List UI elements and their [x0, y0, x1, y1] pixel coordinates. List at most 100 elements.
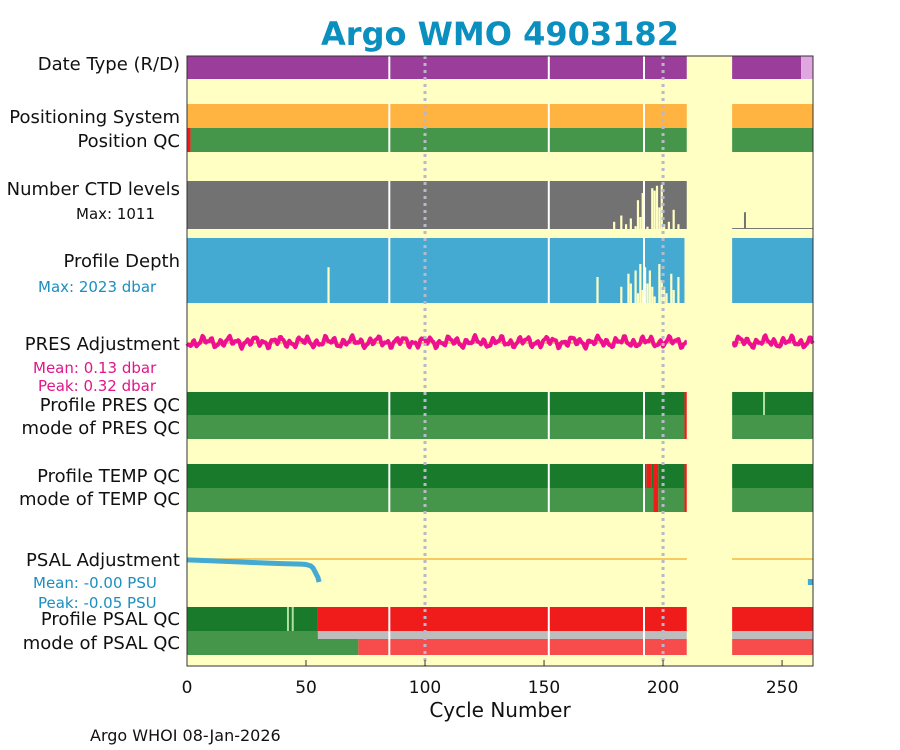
- ctd-levels-dropout: [677, 224, 680, 229]
- label-profile-depth: Profile Depth: [63, 251, 180, 272]
- profile-depth-dropout: [636, 293, 640, 303]
- x-tick-label: 50: [295, 678, 317, 698]
- psal-adjustment-after-gap: [807, 579, 813, 585]
- profile-pres-qc-mark: [763, 392, 766, 415]
- profile-temp-qc-segment: [732, 464, 813, 488]
- mode-psal-qc-segment: [187, 631, 318, 639]
- ctd-levels-dropout: [613, 221, 616, 229]
- ctd-levels-dropout: [667, 221, 671, 229]
- label-pres-mean: Mean: 0.13 dbar: [33, 359, 157, 377]
- data-gap: [686, 56, 733, 666]
- profile-depth-dropout: [629, 283, 632, 303]
- ctd-levels-dropout: [639, 217, 642, 229]
- profile-pres-qc-segment: [684, 392, 687, 415]
- profile-temp-qc-segment: [651, 464, 654, 488]
- x-axis-label: Cycle Number: [429, 698, 571, 722]
- profile-depth-dropout: [620, 286, 623, 303]
- profile-psal-qc-segment: [732, 607, 813, 631]
- mode-temp-qc-segment: [732, 488, 813, 512]
- profile-depth-dropout: [327, 267, 330, 303]
- x-tick-label: 250: [766, 678, 798, 698]
- label-mode-psal-qc: mode of PSAL QC: [23, 633, 180, 654]
- profile-depth-dropout: [648, 270, 651, 303]
- x-tick-label: 0: [182, 678, 193, 698]
- profile-psal-qc-mark: [286, 607, 289, 631]
- profile-temp-qc-segment: [646, 464, 652, 488]
- mode-pres-qc-segment: [732, 415, 813, 439]
- label-number-ctd-levels: Number CTD levels: [7, 179, 180, 200]
- mode-temp-qc-segment: [684, 488, 687, 512]
- mode-psal-qc-lower-segment: [187, 639, 359, 655]
- label-ctd-max: Max: 1011: [76, 205, 155, 223]
- plot-frame: [186, 55, 814, 667]
- label-psal-adjustment: PSAL Adjustment: [26, 550, 180, 571]
- ctd-levels-dropout: [620, 215, 623, 229]
- mode-temp-qc-segment: [653, 488, 659, 512]
- ctd-levels-dropout: [651, 188, 654, 229]
- profile-depth-dropout: [641, 290, 644, 303]
- psal-adjustment-trace: [186, 557, 322, 583]
- x-tick-label: 150: [528, 678, 560, 698]
- profile-temp-qc-segment: [684, 464, 687, 488]
- ctd-levels-spike: [743, 212, 746, 229]
- profile-depth-bar: [187, 238, 685, 303]
- ctd-levels-dropout: [634, 226, 637, 229]
- profile-depth-bar-after-gap: [732, 238, 813, 303]
- ctd-levels-track: [187, 181, 813, 229]
- profile-depth-dropout: [658, 264, 661, 303]
- position-qc-segment: [732, 128, 813, 152]
- profile-psal-qc-segment: [317, 607, 687, 631]
- positioning-system-segment: [732, 104, 813, 128]
- ctd-levels-dropout: [641, 193, 644, 229]
- profile-pres-qc-segment: [732, 392, 813, 415]
- label-positioning-system: Positioning System: [9, 107, 180, 128]
- label-date-type: Date Type (R/D): [38, 54, 180, 75]
- profile-depth-dropout: [627, 273, 630, 303]
- profile-depth-dropout: [644, 267, 647, 303]
- label-psal-peak: Peak: -0.05 PSU: [38, 594, 157, 612]
- x-axis: 0 50 100 150 200 250: [182, 660, 798, 698]
- label-mode-pres-qc: mode of PRES QC: [22, 418, 180, 439]
- profile-temp-qc-segment: [653, 464, 659, 488]
- ctd-levels-dropout: [646, 226, 649, 229]
- label-profile-psal-qc: Profile PSAL QC: [41, 609, 180, 630]
- ctd-levels-dropout: [624, 224, 628, 229]
- mode-temp-qc-segment: [187, 488, 654, 512]
- mode-pres-qc-segment: [187, 415, 685, 439]
- positioning-system-segment: [187, 104, 687, 128]
- ctd-levels-dropout: [629, 218, 632, 229]
- label-profile-pres-qc: Profile PRES QC: [40, 395, 180, 416]
- ctd-levels-dropout: [636, 200, 640, 229]
- profile-depth-dropout: [665, 293, 668, 303]
- footer-credit: Argo WHOI 08-Jan-2026: [90, 726, 281, 745]
- ctd-levels-dropout: [653, 190, 656, 229]
- data-gap-region: [686, 56, 733, 666]
- ctd-levels-dropout: [660, 184, 663, 229]
- chart-title: Argo WMO 4903182: [321, 15, 679, 53]
- mode-psal-qc-lower-segment: [358, 639, 687, 655]
- profile-depth-dropout: [639, 264, 642, 303]
- ctd-levels-dropout: [672, 209, 675, 229]
- profile-depth-dropout: [670, 273, 673, 303]
- label-mode-temp-qc: mode of TEMP QC: [19, 489, 180, 510]
- mode-pres-qc-segment: [684, 415, 687, 439]
- date-type-segment: [732, 56, 802, 79]
- profile-depth-track: [187, 238, 813, 303]
- position-qc-segment: [187, 128, 191, 152]
- ctd-levels-bar-after-gap: [732, 228, 813, 229]
- label-pres-adjustment: PRES Adjustment: [25, 334, 180, 355]
- profile-depth-dropout: [651, 286, 654, 303]
- profile-depth-dropout: [596, 277, 599, 303]
- label-psal-mean: Mean: -0.00 PSU: [33, 574, 157, 592]
- adjustment-traces: [185, 333, 815, 585]
- label-position-qc: Position QC: [77, 131, 180, 152]
- pres-adjustment-trace: [731, 333, 815, 350]
- profile-depth-dropout: [660, 280, 663, 303]
- profile-temp-qc-segment: [187, 464, 647, 488]
- date-type-segment: [801, 56, 813, 79]
- x-tick-label: 100: [409, 678, 441, 698]
- label-profile-temp-qc: Profile TEMP QC: [37, 466, 180, 487]
- ctd-levels-dropout: [655, 185, 659, 229]
- mode-psal-qc-lower-segment: [732, 639, 813, 655]
